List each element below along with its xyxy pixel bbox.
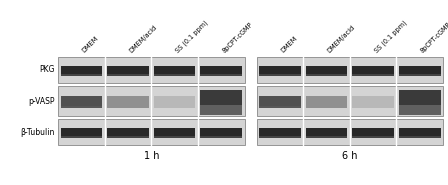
Bar [257, 57, 443, 83]
Text: DMEM: DMEM [280, 35, 298, 54]
Bar [259, 74, 301, 76]
Text: 8pCPT-cGMP: 8pCPT-cGMP [221, 21, 254, 54]
Bar [154, 136, 195, 138]
Bar [58, 86, 245, 116]
Bar [399, 65, 440, 76]
Bar [200, 105, 242, 115]
Bar [257, 86, 443, 116]
Bar [107, 74, 149, 76]
Bar [399, 136, 440, 138]
Text: 1 h: 1 h [143, 151, 159, 161]
Text: SS (0.1 ppm): SS (0.1 ppm) [175, 19, 209, 54]
Bar [259, 106, 301, 108]
Text: PKG: PKG [39, 65, 55, 74]
Bar [60, 128, 102, 138]
Bar [58, 57, 245, 83]
Bar [60, 65, 102, 76]
Bar [259, 96, 301, 108]
Bar [352, 96, 394, 108]
Bar [306, 96, 347, 108]
Bar [352, 128, 394, 138]
Bar [200, 65, 242, 76]
Bar [154, 74, 195, 76]
Bar [352, 136, 394, 138]
Bar [200, 128, 242, 138]
Bar [60, 96, 102, 108]
Text: DMEM/acid: DMEM/acid [327, 24, 357, 54]
Text: 6 h: 6 h [342, 151, 358, 161]
Bar [154, 128, 195, 138]
Bar [352, 65, 394, 76]
Bar [154, 96, 195, 108]
Bar [200, 90, 242, 115]
Text: p-VASP: p-VASP [29, 97, 55, 105]
Bar [306, 74, 347, 76]
Bar [107, 96, 149, 108]
Bar [107, 128, 149, 138]
Bar [60, 136, 102, 138]
Bar [306, 65, 347, 76]
Bar [399, 105, 440, 115]
Bar [259, 65, 301, 76]
Bar [306, 136, 347, 138]
Bar [259, 136, 301, 138]
Bar [306, 128, 347, 138]
Bar [107, 136, 149, 138]
Text: DMEM: DMEM [82, 35, 100, 54]
Text: SS (0.1 ppm): SS (0.1 ppm) [373, 19, 408, 54]
Bar [259, 128, 301, 138]
Bar [200, 136, 242, 138]
Text: 8pCPT-cGMP: 8pCPT-cGMP [420, 21, 448, 54]
Bar [257, 119, 443, 145]
Bar [60, 74, 102, 76]
Bar [58, 119, 245, 145]
Bar [399, 128, 440, 138]
Bar [352, 74, 394, 76]
Text: DMEM/acid: DMEM/acid [128, 24, 158, 54]
Bar [200, 74, 242, 76]
Bar [154, 65, 195, 76]
Bar [60, 106, 102, 108]
Bar [399, 74, 440, 76]
Text: β-Tubulin: β-Tubulin [21, 128, 55, 137]
Bar [399, 90, 440, 115]
Bar [107, 65, 149, 76]
